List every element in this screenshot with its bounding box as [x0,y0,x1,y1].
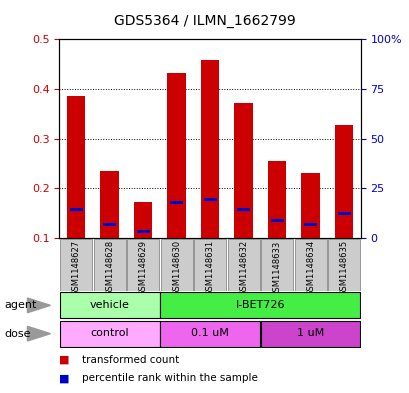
Bar [60,292,159,318]
Bar [200,60,219,238]
Text: GSM1148627: GSM1148627 [72,240,81,296]
Bar [160,239,192,291]
Text: GSM1148629: GSM1148629 [138,240,147,296]
Bar [203,198,216,201]
Polygon shape [27,326,50,341]
Bar [337,212,350,215]
Bar [170,201,183,204]
Text: agent: agent [4,300,36,310]
Bar [294,239,326,291]
Bar [160,292,360,318]
Text: vehicle: vehicle [90,300,129,310]
Text: 1 uM: 1 uM [296,328,324,338]
Text: ■: ■ [59,354,70,365]
Bar [127,239,159,291]
Text: GSM1148635: GSM1148635 [339,240,348,296]
Text: GSM1148628: GSM1148628 [105,240,114,296]
Text: GSM1148633: GSM1148633 [272,240,281,297]
Text: transformed count: transformed count [82,354,179,365]
Bar [60,239,92,291]
Bar [134,202,152,238]
Bar [136,230,149,233]
Text: 0.1 uM: 0.1 uM [191,328,229,338]
Bar [160,321,259,347]
Bar [234,103,252,238]
Bar [167,73,185,238]
Bar [67,96,85,238]
Text: dose: dose [4,329,31,339]
Text: percentile rank within the sample: percentile rank within the sample [82,373,257,384]
Text: control: control [90,328,129,338]
Bar [301,173,319,238]
Polygon shape [27,298,50,313]
Bar [103,223,116,226]
Bar [327,239,359,291]
Bar [267,161,285,238]
Text: GSM1148632: GSM1148632 [238,240,247,296]
Text: GDS5364 / ILMN_1662799: GDS5364 / ILMN_1662799 [114,14,295,28]
Text: GSM1148631: GSM1148631 [205,240,214,296]
Bar [261,239,292,291]
Text: GSM1148634: GSM1148634 [306,240,314,296]
Bar [334,125,353,238]
Bar [60,321,159,347]
Bar [227,239,259,291]
Bar [303,223,316,226]
Bar [193,239,226,291]
Text: ■: ■ [59,373,70,384]
Bar [260,321,360,347]
Text: I-BET726: I-BET726 [235,300,284,310]
Bar [70,208,83,211]
Bar [93,239,126,291]
Bar [236,208,249,211]
Bar [100,171,119,238]
Bar [270,219,283,222]
Text: GSM1148630: GSM1148630 [172,240,181,296]
